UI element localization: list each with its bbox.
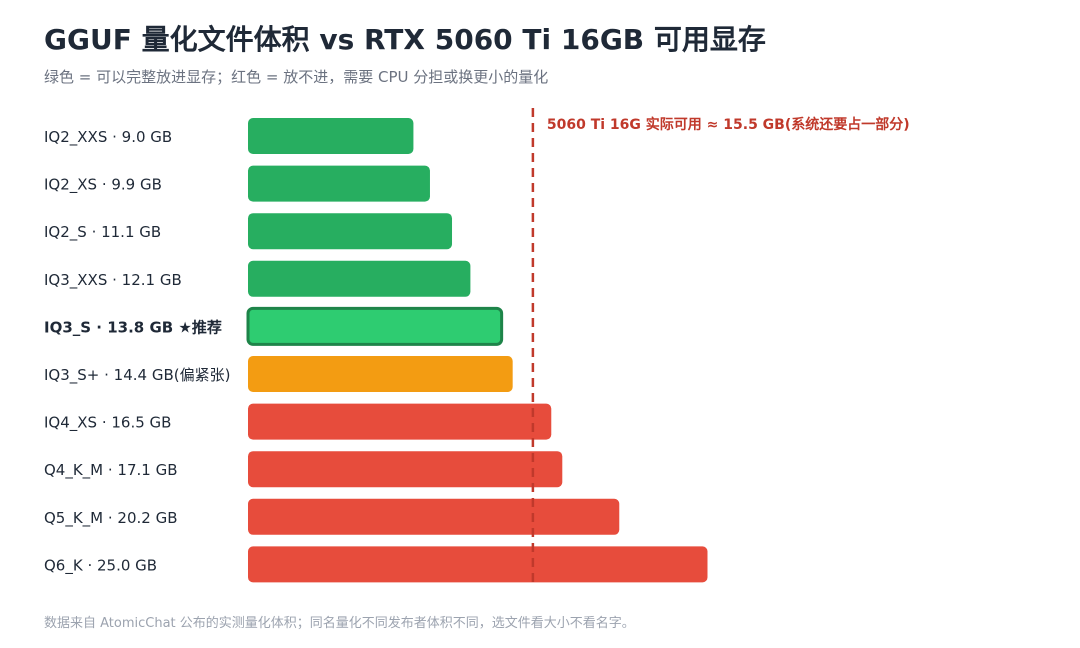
bar-3 [248,260,471,297]
footnote: 数据来自 AtomicChat 公布的实测量化体积；同名量化不同发布者体积不同，… [44,616,635,631]
category-label: IQ3_XXS · 12.1 GB [44,271,182,290]
category-labels: IQ2_XXS · 9.0 GB IQ2_XS · 9.9 GB IQ2_S · 1… [44,128,230,575]
bar-6 [248,403,552,440]
category-label: IQ2_XXS · 9.0 GB [44,128,172,147]
bar-1 [248,165,430,202]
category-label: Q6_K · 25.0 GB [44,556,157,575]
vram-threshold-label: 5060 Ti 16G 实际可用 ≈ 15.5 GB(系统还要占一部分) [547,116,910,133]
bar-7 [248,451,563,488]
bars-layer [246,118,708,583]
bar-5 [248,356,513,392]
category-label: IQ4_XS · 16.5 GB [44,414,171,433]
chart-subtitle: 绿色 = 可以完整放进显存；红色 = 放不进，需要 CPU 分担或换更小的量化 [44,68,549,86]
chart-title: GGUF 量化文件体积 vs RTX 5060 Ti 16GB 可用显存 [44,23,766,56]
bar-4 [246,306,504,346]
bar-8 [248,498,620,535]
category-label: IQ3_S · 13.8 GB ★推荐 [44,318,222,336]
category-label: IQ2_S · 11.1 GB [44,223,161,242]
category-label: Q5_K_M · 20.2 GB [44,509,178,528]
category-label: Q4_K_M · 17.1 GB [44,461,178,480]
category-label: IQ2_XS · 9.9 GB [44,176,162,195]
bar-9 [248,546,708,583]
category-label: IQ3_S+ · 14.4 GB(偏紧张) [44,366,230,385]
threshold-layer: 5060 Ti 16G 实际可用 ≈ 15.5 GB(系统还要占一部分) [531,108,910,586]
bar-2 [248,213,453,250]
bar-0 [248,118,414,154]
